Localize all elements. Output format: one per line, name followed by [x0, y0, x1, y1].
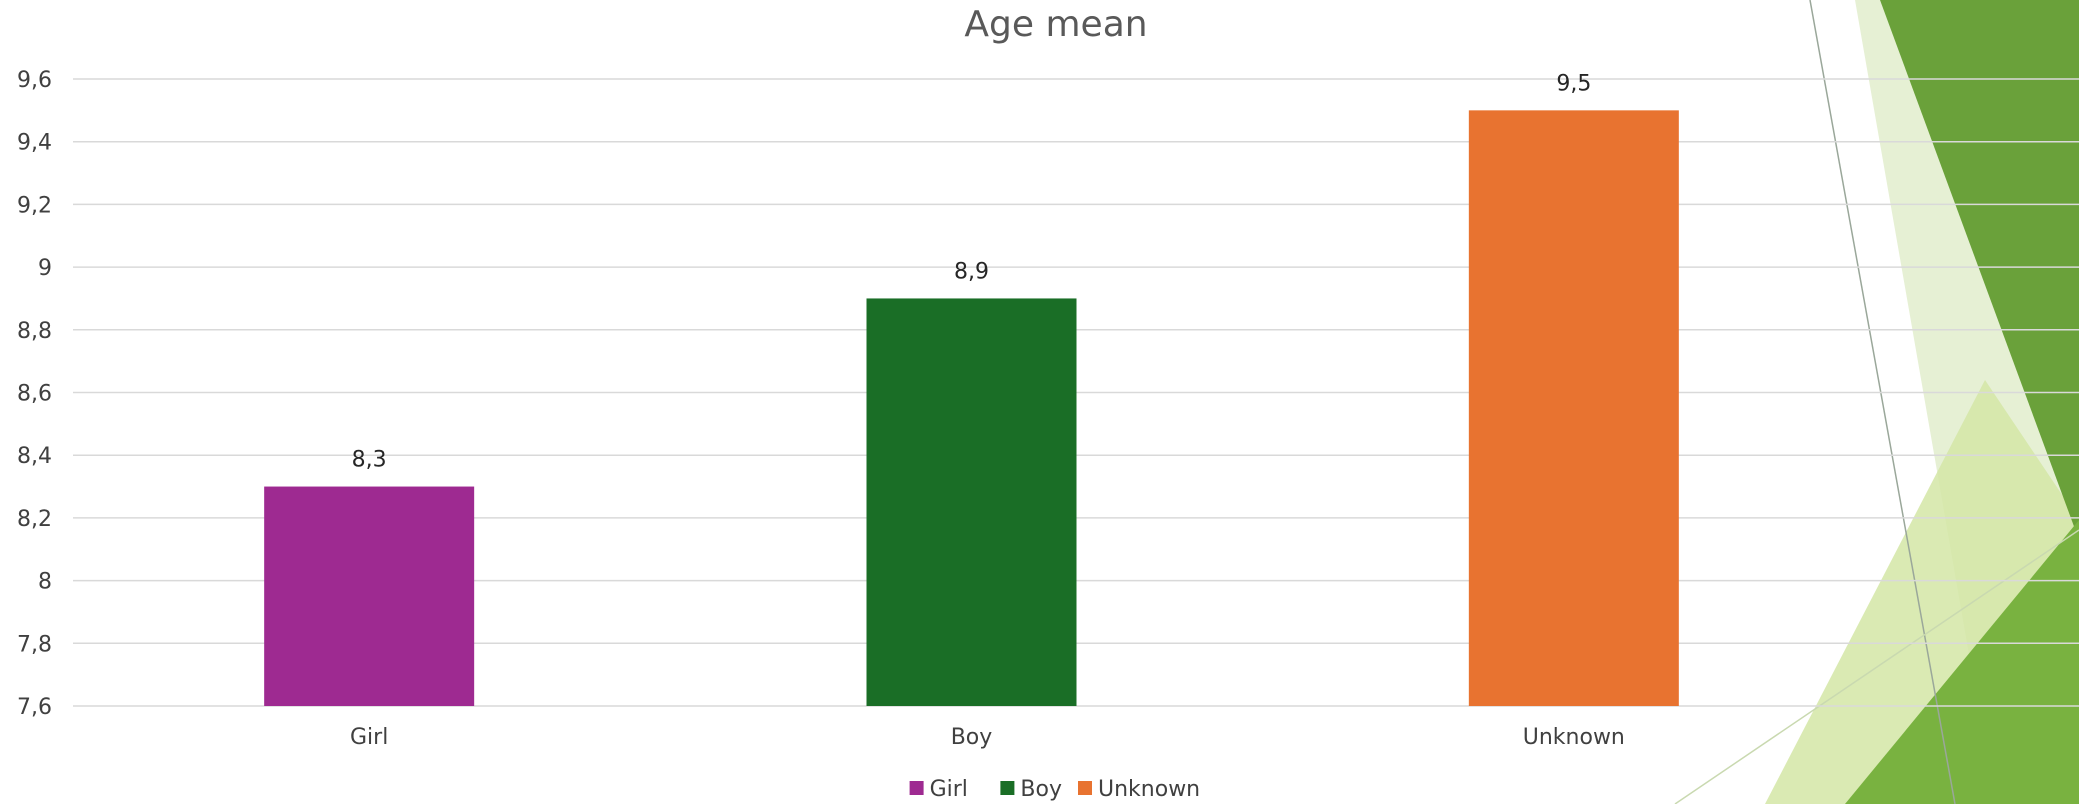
y-tick-label: 8 — [38, 570, 52, 595]
y-tick-label: 8,4 — [17, 444, 52, 469]
legend-label-girl: Girl — [930, 777, 968, 802]
x-axis: Girl Boy Unknown — [350, 725, 1625, 750]
y-tick-label: 8,8 — [17, 319, 52, 344]
data-label-boy: 8,9 — [954, 259, 989, 284]
x-tick-label-girl: Girl — [350, 725, 388, 750]
decor-line-2 — [1674, 529, 2079, 804]
legend-swatch-girl — [909, 781, 924, 795]
bar-boy — [866, 298, 1077, 706]
data-label-unknown: 9,5 — [1556, 71, 1591, 96]
legend: Girl Boy Unknown — [909, 777, 1200, 802]
decor-shape-mid — [1845, 520, 2079, 804]
y-tick-label: 9,2 — [17, 193, 52, 218]
bars — [264, 110, 1679, 707]
y-tick-label: 9,4 — [17, 131, 52, 156]
y-tick-label: 9,6 — [17, 68, 52, 93]
decor-line-1 — [1809, 0, 1956, 804]
x-tick-label-boy: Boy — [951, 725, 993, 750]
y-tick-label: 7,6 — [17, 695, 52, 720]
legend-label-unknown: Unknown — [1098, 777, 1200, 802]
decorative-background — [1674, 0, 2079, 804]
legend-swatch-boy — [1000, 781, 1015, 795]
y-axis: 7,6 7,8 8 8,2 8,4 8,6 8,8 9 9,2 9,4 9,6 — [17, 68, 52, 720]
x-tick-label-unknown: Unknown — [1523, 725, 1625, 750]
y-tick-label: 7,8 — [17, 632, 52, 657]
data-label-girl: 8,3 — [352, 448, 387, 473]
y-tick-label: 8,6 — [17, 382, 52, 407]
decor-shape-dark — [1880, 0, 2079, 540]
bar-unknown — [1468, 110, 1679, 707]
legend-swatch-unknown — [1078, 781, 1092, 795]
chart-title: Age mean — [964, 4, 1147, 45]
y-tick-label: 8,2 — [17, 507, 52, 532]
legend-label-boy: Boy — [1020, 777, 1062, 802]
bar-girl — [264, 486, 475, 706]
y-tick-label: 9 — [38, 256, 52, 281]
data-labels: 8,3 8,9 9,5 — [352, 71, 1592, 472]
